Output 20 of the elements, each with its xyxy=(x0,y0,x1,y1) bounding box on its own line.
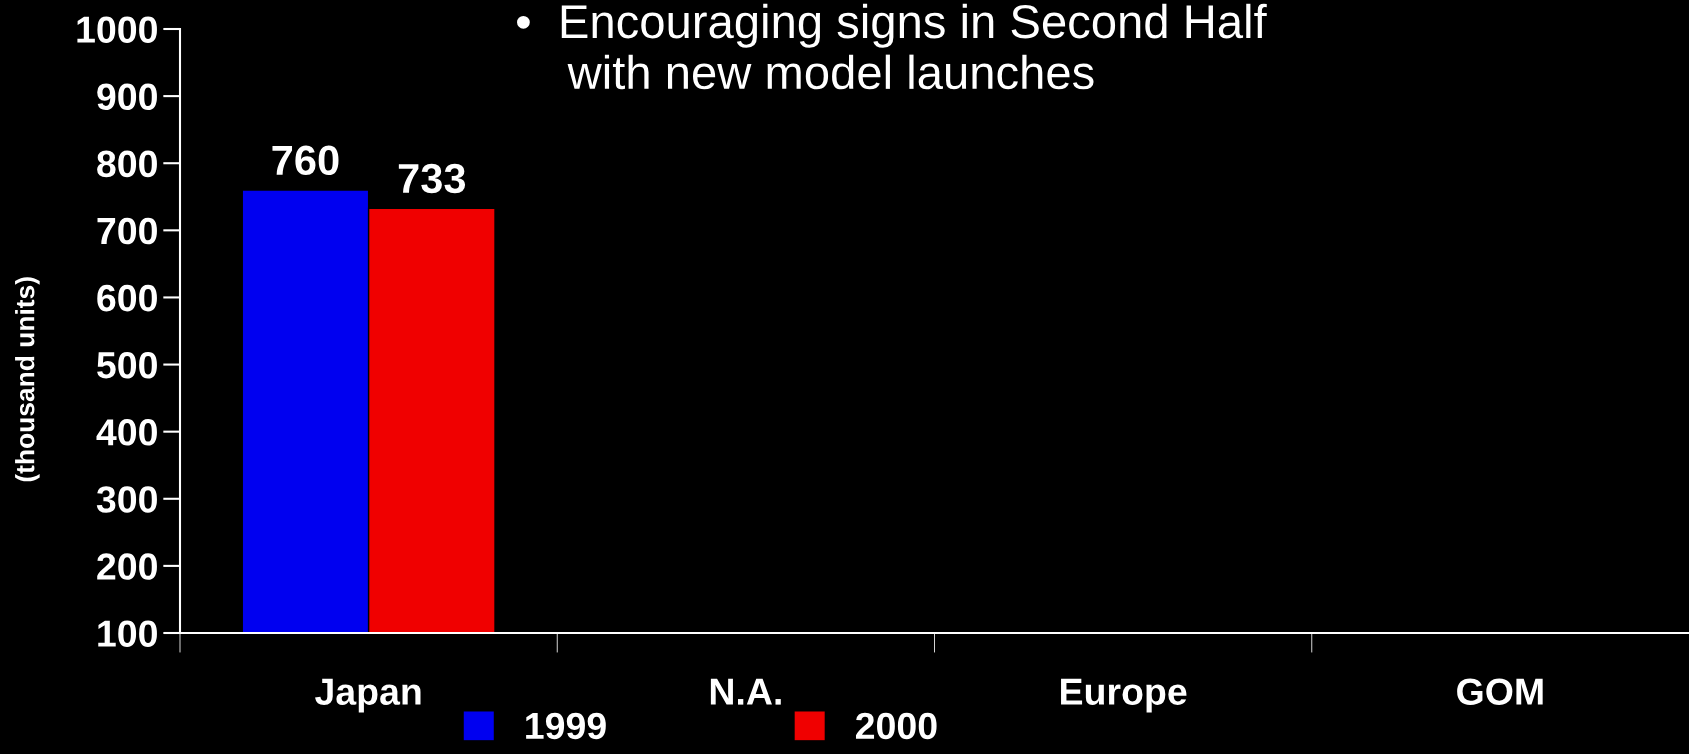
x-tick-label: Europe xyxy=(1061,678,1187,713)
legend-label: 1999 xyxy=(526,712,606,740)
y-tick-label: 600 xyxy=(97,284,157,312)
x-tick-label: GOM xyxy=(1457,678,1543,705)
data-label: 733 xyxy=(398,163,466,194)
annotation: • Encouraging signs in Second Half with new model launches xyxy=(517,3,1267,90)
y-tick-label: 400 xyxy=(96,419,157,446)
y-tick-label: 1000 xyxy=(77,16,157,43)
y-tick-label: 700 xyxy=(97,217,157,245)
data-label: 760 xyxy=(272,145,339,176)
y-axis-title: (thousand units) xyxy=(15,277,40,482)
y-tick-label: 200 xyxy=(97,553,157,580)
y-tick-label: 900 xyxy=(97,83,157,111)
y-tick-label: 300 xyxy=(96,486,157,513)
x-tick-label: N.A. xyxy=(710,678,781,705)
legend-label: 2000 xyxy=(855,712,937,740)
y-tick-label: 800 xyxy=(97,150,157,178)
y-tick-label: 100 xyxy=(98,620,157,647)
x-tick-label: Japan xyxy=(315,678,421,713)
y-tick-label: 500 xyxy=(97,351,157,379)
